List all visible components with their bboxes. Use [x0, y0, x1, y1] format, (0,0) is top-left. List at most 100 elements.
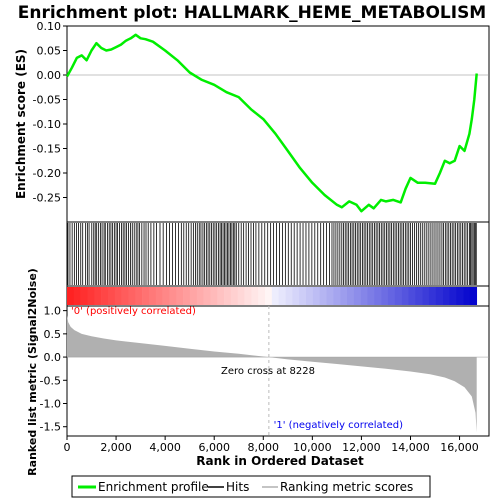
gradient-bin — [374, 287, 382, 305]
metric-panel-frame — [66, 305, 490, 437]
gradient-bin — [135, 287, 143, 305]
x-tick-label: 12,000 — [342, 441, 381, 454]
es-y-tick-label: -0.05 — [33, 94, 61, 107]
gradient-bin — [237, 287, 245, 305]
metric-y-axis: 1.0 0.5 0.0 -0.5 -1.0 -1.5 — [40, 305, 67, 434]
gradient-bin — [408, 287, 416, 305]
legend-profile-label: Enrichment profile — [98, 480, 209, 494]
enrichment-profile-line — [65, 33, 478, 213]
gradient-bin — [367, 287, 375, 305]
gradient-bin — [312, 287, 320, 305]
gradient-bin — [230, 287, 239, 305]
zero-cross-label: Zero cross at 8228 — [221, 366, 315, 377]
gradient-bin — [401, 287, 409, 305]
gradient-bin — [121, 287, 129, 305]
x-tick-label: 10,000 — [293, 441, 332, 454]
gradient-bin — [169, 287, 177, 305]
gradient-bin — [251, 287, 259, 305]
gradient-bin — [217, 287, 225, 305]
positive-correlated-label: '0' (positively correlated) — [71, 306, 196, 317]
gradient-bin — [428, 287, 437, 305]
legend-metric-label: Ranking metric scores — [280, 480, 413, 494]
gradient-bin — [353, 287, 361, 305]
x-tick-label: 16,000 — [440, 441, 479, 454]
gradient-bin — [449, 287, 457, 305]
gradient-bin — [306, 287, 314, 305]
gradient-bin — [101, 287, 109, 305]
gradient-bin — [210, 287, 218, 305]
gradient-bin — [469, 287, 478, 305]
gradient-bin — [224, 287, 232, 305]
gradient-bin — [114, 287, 122, 305]
metric-y-tick-label: -1.5 — [40, 421, 61, 434]
es-y-tick-label: -0.20 — [33, 167, 61, 180]
gradient-bin — [360, 287, 368, 305]
gradient-bin — [155, 287, 163, 305]
legend-box — [71, 475, 431, 498]
metric-plot-area — [67, 306, 489, 436]
gradient-bin — [80, 287, 88, 305]
metric-y-tick-label: 0.0 — [44, 351, 62, 364]
x-tick-label: 4,000 — [149, 441, 181, 454]
gradient-bin — [94, 287, 102, 305]
gradient-bin — [128, 287, 136, 305]
es-y-axis-title: Enrichment score (ES) — [14, 49, 28, 199]
x-tick-label: 14,000 — [391, 441, 430, 454]
gradient-bin — [176, 287, 184, 305]
gradient-bin — [463, 287, 471, 305]
es-y-tick-label: -0.10 — [33, 118, 61, 131]
x-tick-label: 6,000 — [198, 441, 230, 454]
gradient-bin — [299, 287, 307, 305]
gradient-bin — [456, 287, 464, 305]
x-axis-title: Rank in Ordered Dataset — [196, 454, 364, 468]
es-y-tick-label: 0.00 — [37, 69, 62, 82]
x-axis: 0 2,000 4,000 6,000 8,000 10,000 12,000 14,000 1… — [64, 436, 479, 454]
gradient-bin — [387, 287, 396, 305]
gradient-bin — [285, 287, 293, 305]
gradient-bin — [415, 287, 423, 305]
gradient-bin — [346, 287, 355, 305]
gradient-bin — [148, 287, 157, 305]
gradient-bin — [333, 287, 341, 305]
gradient-bin — [196, 287, 204, 305]
gradient-bin — [381, 287, 389, 305]
gradient-bin — [394, 287, 402, 305]
es-y-tick-label: 0.10 — [37, 20, 62, 33]
es-y-axis: 0.10 0.05 0.00 -0.05 -0.10 -0.15 -0.20 -0.25 — [33, 20, 67, 205]
gradient-bin — [442, 287, 450, 305]
gradient-bin — [265, 287, 273, 305]
rank-gradient-bar — [67, 287, 478, 305]
es-y-tick-label: 0.05 — [37, 45, 62, 58]
metric-y-tick-label: -0.5 — [40, 374, 61, 387]
gradient-bin — [326, 287, 334, 305]
legend-hits-label: Hits — [226, 480, 249, 494]
metric-y-tick-label: 0.5 — [44, 328, 62, 341]
gradient-bin — [183, 287, 191, 305]
gradient-bin — [244, 287, 252, 305]
gradient-bin — [107, 287, 116, 305]
gradient-bin — [258, 287, 266, 305]
gradient-bin — [271, 287, 279, 305]
metric-y-axis-title: Ranked list metric (Signal2Noise) — [26, 268, 39, 476]
chart-title: Enrichment plot: HALLMARK_HEME_METABOLIS… — [18, 3, 486, 23]
gradient-bin — [87, 287, 95, 305]
gradient-bin — [278, 287, 286, 305]
gradient-bin — [340, 287, 348, 305]
negative-correlated-label: '1' (negatively correlated) — [274, 420, 403, 431]
x-tick-label: 8,000 — [248, 441, 280, 454]
es-panel-frame — [66, 25, 490, 223]
es-plot-area — [65, 33, 489, 213]
x-tick-label: 0 — [64, 441, 71, 454]
gradient-bin — [319, 287, 327, 305]
x-tick-label: 2,000 — [100, 441, 132, 454]
gradient-bin — [73, 287, 81, 305]
gradient-bin — [292, 287, 300, 305]
gradient-bin — [189, 287, 198, 305]
gradient-bin — [422, 287, 430, 305]
metric-y-tick-label: -1.0 — [40, 398, 61, 411]
es-y-tick-label: -0.25 — [33, 192, 61, 205]
metric-y-tick-label: 1.0 — [44, 305, 62, 318]
hits-plot-area — [67, 223, 477, 285]
gradient-bin — [435, 287, 443, 305]
